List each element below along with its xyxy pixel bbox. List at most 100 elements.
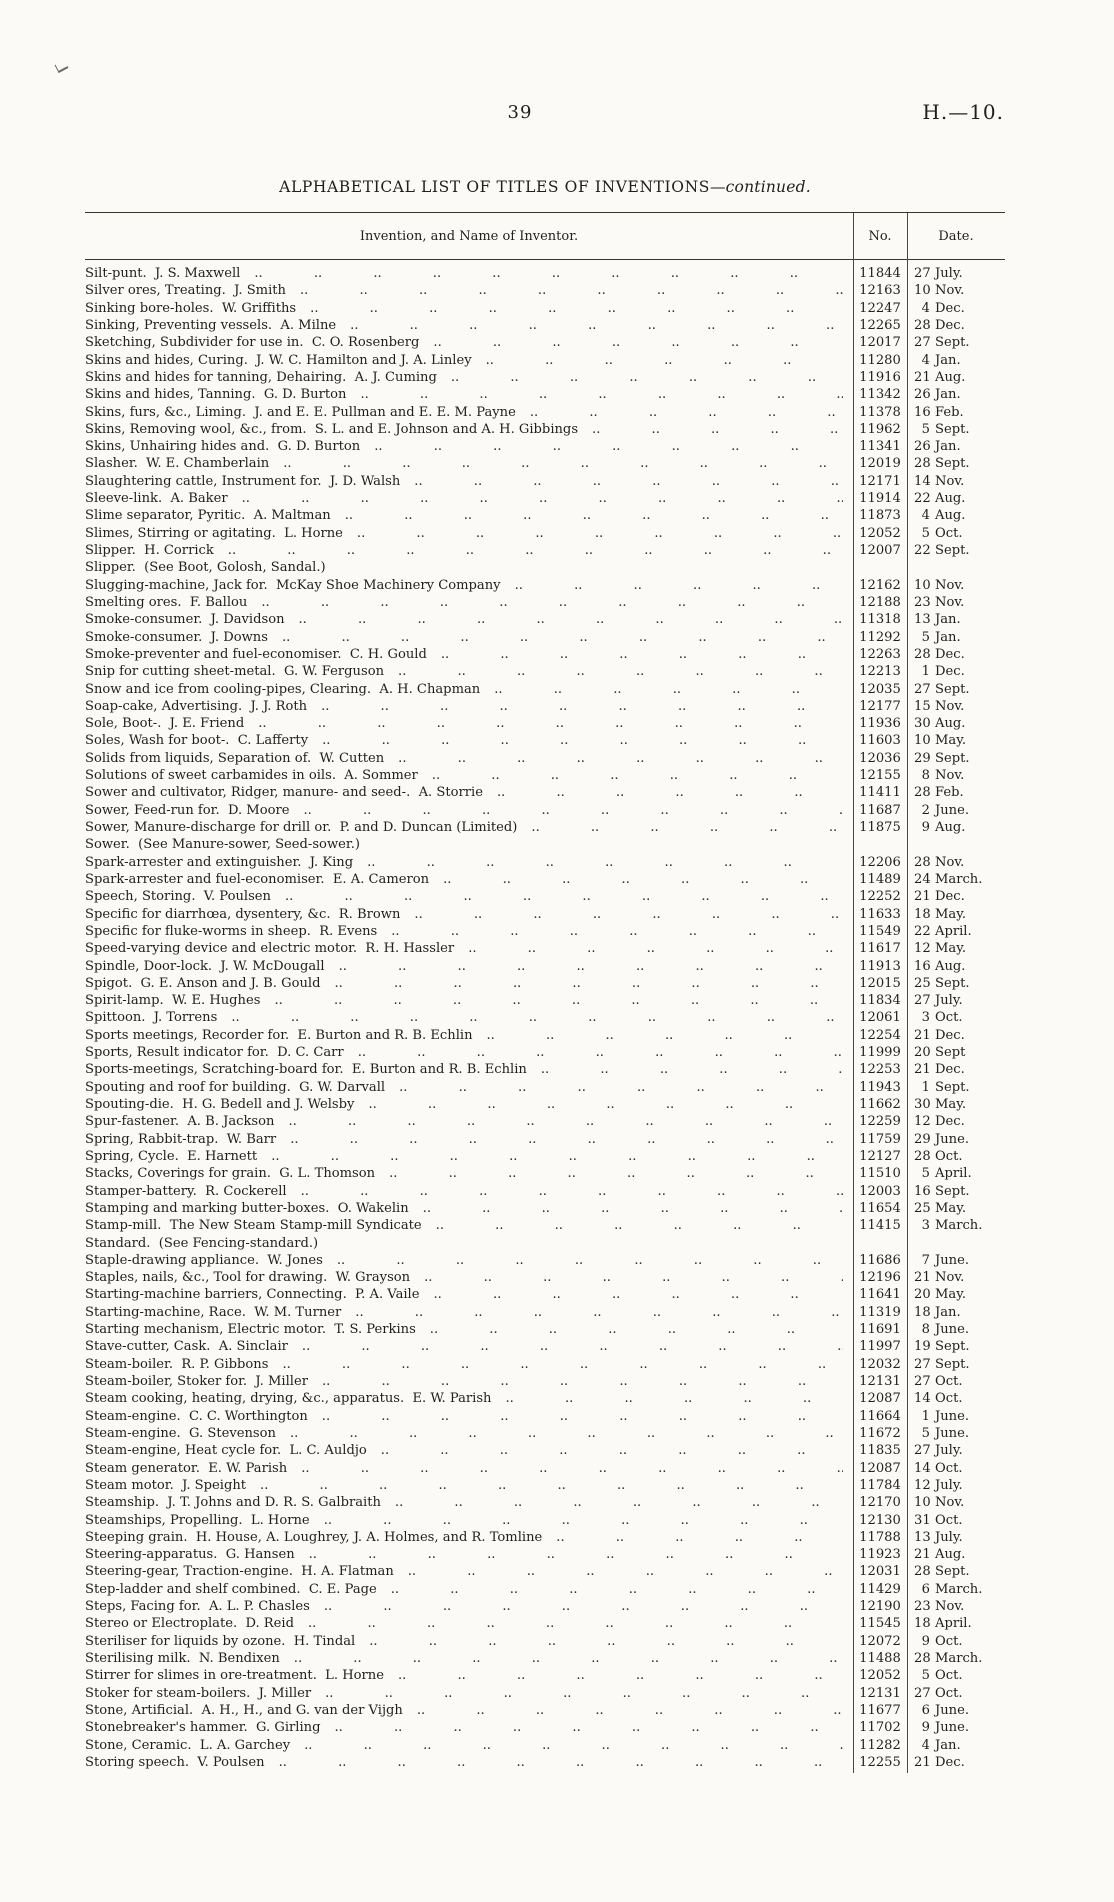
dot-leaders: .. .. .. .. .. .. .. .. .. .. .. .. .. .…	[592, 421, 839, 437]
invention-date-day: 13	[914, 1529, 931, 1545]
invention-date: 16 Aug.	[907, 958, 1005, 975]
invention-date: 21 Dec.	[907, 1027, 1005, 1044]
invention-date: 5 Oct.	[907, 525, 1005, 542]
invention-date-month: June.	[935, 1131, 970, 1147]
dot-leaders: .. .. .. .. .. .. .. .. .. .. .. .. .. .…	[321, 698, 806, 714]
dot-leaders: .. .. .. .. .. .. .. .. .. .. .. .. .. .…	[369, 1633, 794, 1649]
invention-number: 11641	[859, 1287, 901, 1303]
invention-date: 31 Oct.	[907, 1512, 1005, 1529]
invention-date-month: Jan.	[935, 629, 961, 645]
invention-date-day: 3	[921, 1218, 930, 1234]
dot-leaders: .. .. .. .. .. .. .. .. .. .. .. .. .. .…	[338, 958, 823, 974]
invention-number: 12247	[859, 300, 901, 316]
invention-date	[907, 836, 1005, 853]
table-row: Steam-engine. C. C. Worthington .. .. ..…	[85, 1408, 1005, 1425]
invention-date-day: 21	[914, 1754, 931, 1770]
invention-date-month: Oct.	[935, 1148, 963, 1164]
invention-date: 4 Jan.	[907, 352, 1005, 369]
invention-date: 21 Aug.	[907, 1546, 1005, 1563]
dot-leaders: .. .. .. .. .. .. .. .. .. .. .. .. .. .…	[241, 491, 843, 507]
dot-leaders: .. .. .. .. .. .. .. .. .. .. .. .. .. .…	[355, 1304, 840, 1320]
invention-name: Slasher. W. E. Chamberlain	[85, 456, 270, 472]
invention-date-day: 28	[914, 456, 931, 472]
invention-date-month: Feb.	[935, 404, 964, 420]
invention-date-month: Dec.	[935, 664, 965, 680]
table-row: Smoke-preventer and fuel-economiser. C. …	[85, 646, 1005, 663]
invention-date-month: Oct.	[935, 525, 963, 541]
invention-date: 24 March.	[907, 871, 1005, 888]
invention-date-day: 22	[914, 491, 931, 507]
invention-number: 12188	[859, 594, 901, 610]
invention-number: 12052	[859, 1668, 901, 1684]
dot-leaders: .. .. .. .. .. .. .. .. .. .. .. .. .. .…	[431, 768, 798, 784]
invention-name: Slipper. (See Boot, Golosh, Sandal.)	[85, 560, 326, 576]
dot-leaders: .. .. .. .. .. .. .. .. .. .. .. .. .. .…	[414, 473, 840, 489]
invention-date: 13 Jan.	[907, 611, 1005, 628]
invention-date-month: May.	[935, 1097, 967, 1112]
table-row: Starting-machine, Race. W. M. Turner .. …	[85, 1304, 1005, 1321]
invention-date-day: 20	[914, 1287, 931, 1303]
dot-leaders: .. .. .. .. .. .. .. .. .. .. .. .. .. .…	[367, 854, 792, 870]
invention-name: Steam-engine. C. C. Worthington	[85, 1408, 308, 1424]
invention-date: 26 Jan.	[907, 438, 1005, 455]
invention-number: 11916	[859, 369, 901, 385]
invention-date: 22 Aug.	[907, 490, 1005, 507]
invention-number: 12015	[859, 975, 901, 991]
table-row: Sower. (See Manure-sower, Seed-sower.)	[85, 836, 1005, 853]
table-row: Standard. (See Fencing-standard.)	[85, 1235, 1005, 1252]
invention-number: 11844	[859, 266, 901, 281]
table-row: Stereo or Electroplate. D. Reid .. .. ..…	[85, 1615, 1005, 1632]
invention-date: 27 Sept.	[907, 334, 1005, 351]
invention-name: Stonebreaker's hammer. G. Girling	[85, 1720, 321, 1736]
invention-name: Snow and ice from cooling-pipes, Clearin…	[85, 681, 481, 697]
table-row: Steriliser for liquids by ozone. H. Tind…	[85, 1633, 1005, 1650]
invention-name: Steeping grain. H. House, A. Loughrey, J…	[85, 1529, 543, 1545]
invention-date-day: 2	[921, 802, 930, 818]
invention-date-day: 7	[921, 1252, 930, 1268]
invention-date-month: Sept.	[935, 1564, 970, 1580]
invention-name: Stave-cutter, Cask. A. Sinclair	[85, 1339, 288, 1355]
invention-number: 12130	[859, 1512, 901, 1528]
invention-number: 12171	[859, 473, 901, 489]
column-header-no: No.	[868, 228, 892, 244]
invention-number: 11603	[859, 733, 901, 749]
invention-date: 4 Dec.	[907, 300, 1005, 317]
dot-leaders: .. .. .. .. .. .. .. .. .. .. .. .. .. .…	[344, 508, 829, 524]
invention-number: 11662	[859, 1097, 901, 1112]
table-row: Spindle, Door-lock. J. W. McDougall .. .…	[85, 958, 1005, 975]
invention-name: Sterilising milk. N. Bendixen	[85, 1651, 280, 1666]
dot-leaders: .. .. .. .. .. .. .. .. .. .. .. .. .. .…	[486, 1027, 793, 1043]
invention-name: Skins and hides for tanning, Dehairing. …	[85, 369, 437, 385]
dot-leaders: .. .. .. .. .. .. .. .. .. .. .. .. .. .…	[321, 1374, 807, 1389]
invention-number: 12131	[859, 1685, 901, 1701]
invention-name: Sinking, Preventing vessels. A. Milne	[85, 317, 337, 333]
invention-number: 11936	[859, 716, 901, 732]
dot-leaders: .. .. .. .. .. .. .. .. .. .. .. .. .. .…	[298, 612, 843, 628]
table-row: Silver ores, Treating. J. Smith .. .. ..…	[85, 282, 1005, 299]
page-title-text: ALPHABETICAL LIST OF TITLES OF INVENTION…	[279, 178, 710, 196]
invention-date-month: June.	[935, 1720, 970, 1736]
table-row: Silt-punt. J. S. Maxwell .. .. .. .. .. …	[85, 265, 1005, 282]
invention-date: 3 Oct.	[907, 1009, 1005, 1026]
dot-leaders: .. .. .. .. .. .. .. .. .. .. .. .. .. .…	[556, 1529, 803, 1545]
table-row: Steering-apparatus. G. Hansen .. .. .. .…	[85, 1546, 1005, 1563]
invention-date: 28 Dec.	[907, 317, 1005, 334]
dot-leaders: .. .. .. .. .. .. .. .. .. .. .. .. .. .…	[290, 1131, 834, 1147]
invention-date-day: 9	[921, 820, 930, 835]
invention-date: 18 Jan.	[907, 1304, 1005, 1321]
invention-date-day: 16	[914, 958, 931, 974]
invention-number: 12259	[859, 1114, 901, 1130]
column-rule-no	[853, 213, 854, 1773]
table-row: Storing speech. V. Poulsen .. .. .. .. .…	[85, 1754, 1005, 1771]
invention-date: 10 Nov.	[907, 577, 1005, 594]
dot-leaders: .. .. .. .. .. .. .. .. .. .. .. .. .. .…	[322, 733, 807, 749]
invention-date-month: June.	[935, 1408, 970, 1424]
invention-date-month: April.	[935, 1166, 972, 1182]
invention-date-month: Oct.	[935, 1391, 963, 1407]
invention-name: Specific for fluke-worms in sheep. R. Ev…	[85, 923, 378, 939]
invention-number: 11282	[859, 1737, 901, 1753]
invention-name: Steam cooking, heating, drying, &c., app…	[85, 1391, 492, 1407]
invention-name: Spittoon. J. Torrens	[85, 1010, 218, 1026]
invention-date-day: 8	[921, 1322, 930, 1338]
invention-name: Slipper. H. Corrick	[85, 543, 214, 558]
